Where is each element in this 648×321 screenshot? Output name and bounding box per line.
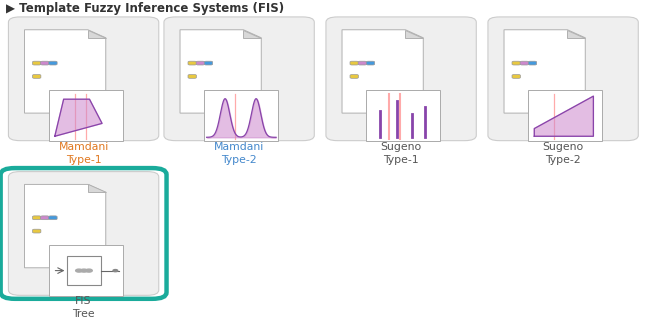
FancyBboxPatch shape — [41, 216, 49, 220]
Text: ▶ Template Fuzzy Inference Systems (FIS): ▶ Template Fuzzy Inference Systems (FIS) — [6, 2, 284, 14]
FancyBboxPatch shape — [8, 172, 159, 295]
Polygon shape — [88, 30, 106, 38]
FancyBboxPatch shape — [204, 61, 213, 65]
Polygon shape — [25, 30, 106, 113]
FancyBboxPatch shape — [528, 90, 602, 142]
Circle shape — [80, 269, 87, 272]
Polygon shape — [342, 30, 423, 113]
FancyBboxPatch shape — [528, 61, 537, 65]
FancyBboxPatch shape — [204, 90, 278, 142]
FancyBboxPatch shape — [488, 17, 638, 141]
FancyBboxPatch shape — [350, 74, 358, 78]
FancyBboxPatch shape — [512, 74, 520, 78]
FancyBboxPatch shape — [49, 90, 122, 142]
FancyBboxPatch shape — [41, 61, 49, 65]
FancyBboxPatch shape — [196, 61, 205, 65]
Polygon shape — [25, 185, 106, 268]
Polygon shape — [406, 30, 423, 38]
FancyBboxPatch shape — [1, 168, 167, 299]
FancyBboxPatch shape — [49, 216, 57, 220]
Text: FIS
Tree: FIS Tree — [73, 296, 95, 319]
FancyBboxPatch shape — [49, 245, 122, 296]
FancyBboxPatch shape — [188, 61, 196, 65]
Polygon shape — [244, 30, 261, 38]
FancyBboxPatch shape — [164, 17, 314, 141]
Polygon shape — [535, 96, 594, 136]
FancyBboxPatch shape — [32, 216, 41, 220]
Circle shape — [86, 269, 92, 272]
Text: Sugeno
Type-2: Sugeno Type-2 — [542, 142, 584, 165]
FancyBboxPatch shape — [188, 74, 196, 78]
Polygon shape — [88, 185, 106, 193]
Polygon shape — [180, 30, 261, 113]
FancyBboxPatch shape — [366, 90, 440, 142]
Text: Sugeno
Type-1: Sugeno Type-1 — [380, 142, 422, 165]
FancyBboxPatch shape — [32, 61, 41, 65]
FancyBboxPatch shape — [32, 229, 41, 233]
Text: Mamdani
Type-1: Mamdani Type-1 — [58, 142, 109, 165]
Circle shape — [113, 270, 118, 272]
FancyBboxPatch shape — [366, 61, 375, 65]
Text: Mamdani
Type-2: Mamdani Type-2 — [214, 142, 264, 165]
Circle shape — [76, 269, 82, 272]
FancyBboxPatch shape — [49, 61, 57, 65]
FancyBboxPatch shape — [32, 74, 41, 78]
FancyBboxPatch shape — [358, 61, 367, 65]
FancyBboxPatch shape — [350, 61, 358, 65]
FancyBboxPatch shape — [8, 17, 159, 141]
Polygon shape — [55, 99, 102, 136]
FancyBboxPatch shape — [326, 17, 476, 141]
FancyBboxPatch shape — [520, 61, 529, 65]
FancyBboxPatch shape — [512, 61, 520, 65]
Polygon shape — [568, 30, 585, 38]
FancyBboxPatch shape — [67, 256, 100, 285]
Polygon shape — [504, 30, 585, 113]
